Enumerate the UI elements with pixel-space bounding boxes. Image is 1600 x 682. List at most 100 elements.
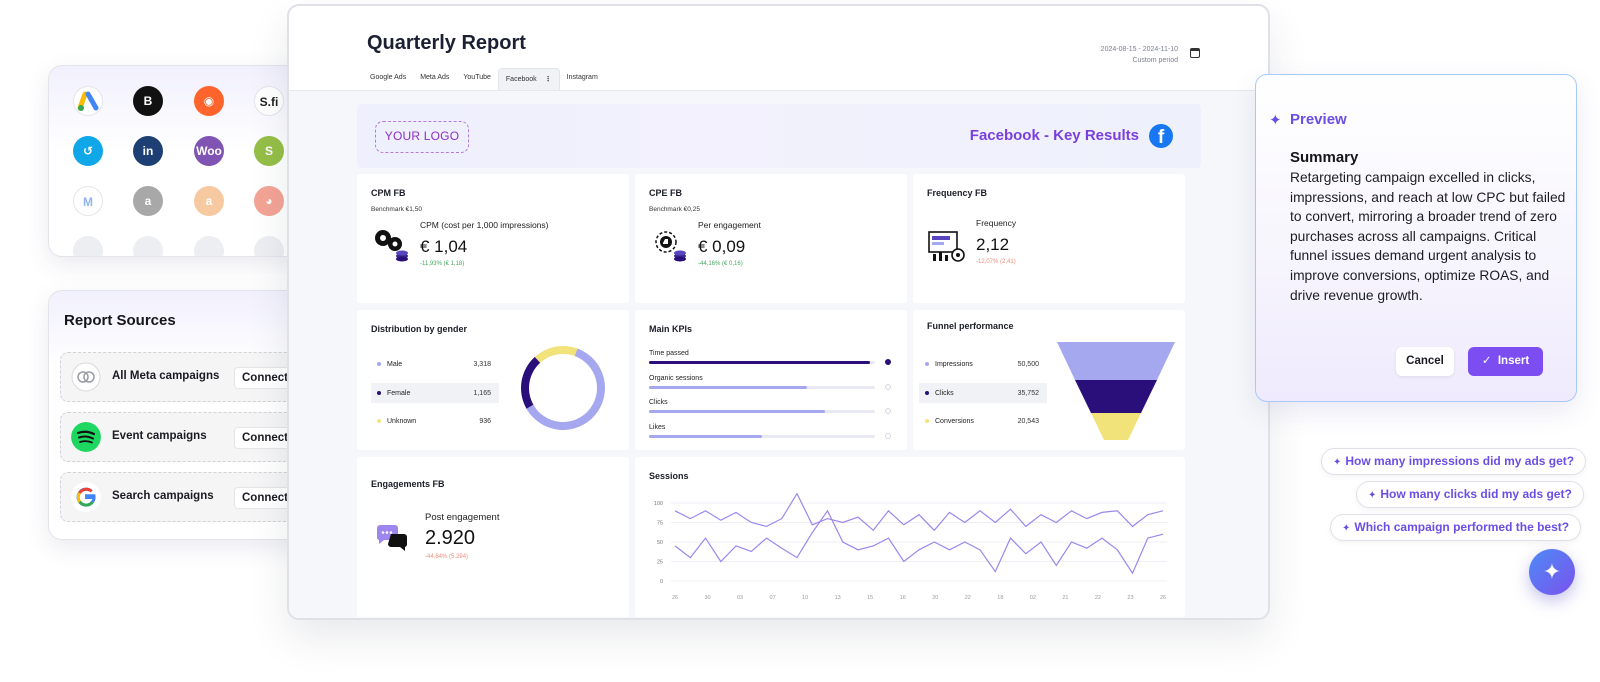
tab-meta-ads[interactable]: Meta Ads <box>413 68 456 90</box>
donut-slice-female <box>521 356 541 409</box>
amazon-icon[interactable]: a <box>133 186 163 216</box>
amazon-orange-icon[interactable]: a <box>194 186 224 216</box>
engagements-card: Engagements FB Post engagement 2.920 -44… <box>357 457 629 617</box>
kpi-progress-bar <box>649 410 875 413</box>
x-tick-label: 16 <box>900 595 906 601</box>
cancel-button[interactable]: Cancel <box>1396 347 1454 376</box>
benchmark-text: Benchmark €0,25 <box>649 206 700 213</box>
metric-value: € 1,04 <box>420 237 468 256</box>
legend-value: 20,543 <box>1017 417 1039 425</box>
sparkle-icon: ✦ <box>1333 457 1342 468</box>
legend-name: Unknown <box>387 417 417 425</box>
legend-dot <box>925 419 929 423</box>
seranking-icon[interactable]: S.fi <box>254 86 284 116</box>
kpi-label: Clicks <box>649 399 668 406</box>
tab-menu-icon[interactable]: ⋮ <box>544 76 552 83</box>
linkedin-ads-icon[interactable]: in <box>133 136 163 166</box>
x-tick-label: 07 <box>770 595 776 601</box>
source-row-search: Search campaigns Connect <box>60 472 306 522</box>
card-title: CPE FB <box>649 188 683 198</box>
status-dot-icon <box>885 432 891 439</box>
x-tick-label: 26 <box>1160 595 1166 601</box>
report-banner: YOUR LOGO Facebook - Key Results f <box>357 104 1201 168</box>
report-window: Quarterly Report 2024-08-15 - 2024-11-10… <box>287 4 1270 620</box>
metric-label: Frequency <box>976 218 1017 228</box>
tab-label: YouTube <box>463 74 491 81</box>
tab-youtube[interactable]: YouTube <box>456 68 498 90</box>
app-arrow-icon[interactable]: ↺ <box>73 136 103 166</box>
status-dot-icon <box>885 383 891 390</box>
connect-button[interactable]: Connect <box>234 487 296 509</box>
tab-instagram[interactable]: Instagram <box>560 68 605 90</box>
card-title: Funnel performance <box>927 321 1014 331</box>
tab-label: Meta Ads <box>420 74 450 81</box>
app-placeholder-icon <box>194 236 224 256</box>
kpi-progress-fill <box>649 410 826 413</box>
x-tick-label: 20 <box>932 595 938 601</box>
legend-value: 3,318 <box>473 360 491 368</box>
metric-change: -44,84% (5.294) <box>425 554 469 560</box>
sparkle-icon: ✦ <box>1542 559 1562 584</box>
calendar-icon[interactable] <box>1190 48 1200 58</box>
funnel-stage-impressions <box>1057 342 1175 380</box>
screen-eye-icon <box>928 231 965 262</box>
x-tick-label: 02 <box>1030 595 1036 601</box>
legend-name: Conversions <box>935 417 974 425</box>
sessions-line-chart: 100 75 50 25 0 26 30 03 07 10 13 15 16 20 22 18 02 21 22 23… <box>654 492 1167 601</box>
reddit-icon[interactable]: ◕ <box>254 186 284 216</box>
metric-change: -11,93% (€ 1,18) <box>420 261 465 267</box>
check-circle-icon <box>885 359 891 365</box>
insert-button[interactable]: ✓ Insert <box>1468 347 1543 376</box>
meta-icon[interactable]: M <box>73 186 103 216</box>
y-tick-label: 50 <box>657 540 663 546</box>
date-range-text: 2024-08-15 - 2024-11-10 <box>1100 46 1178 53</box>
funnel-stage-clicks <box>1075 380 1157 413</box>
legend-dot <box>377 362 381 366</box>
woocommerce-icon[interactable]: Woo <box>194 136 224 166</box>
connect-button[interactable]: Connect <box>234 367 296 389</box>
page-title: Quarterly Report <box>367 32 526 54</box>
y-tick-label: 75 <box>657 521 663 527</box>
google-ads-icon[interactable] <box>73 86 103 116</box>
suggested-question[interactable]: ✦ How many impressions did my ads get? <box>1321 448 1587 475</box>
series-line-1 <box>674 492 1164 532</box>
x-tick-label: 15 <box>867 595 873 601</box>
metric-value: € 0,09 <box>698 237 746 256</box>
facebook-icon: f <box>1149 124 1173 148</box>
logo-placeholder[interactable]: YOUR LOGO <box>375 121 469 153</box>
connect-button[interactable]: Connect <box>234 427 296 449</box>
period-label: Custom period <box>1132 57 1178 64</box>
cpm-card: CPM FB Benchmark €1,50 CPM (cost per 1,0… <box>357 174 629 303</box>
semrush-icon[interactable]: ◉ <box>194 86 224 116</box>
spotify-icon <box>71 422 101 452</box>
ai-assistant-button[interactable]: ✦ <box>1529 549 1575 595</box>
question-text: How many impressions did my ads get? <box>1345 454 1575 468</box>
shopify-icon[interactable]: S <box>254 136 284 166</box>
coins-icon <box>375 230 408 262</box>
source-name: All Meta campaigns <box>112 370 220 382</box>
bing-icon[interactable]: B <box>133 86 163 116</box>
legend-value: 1,165 <box>473 389 491 397</box>
x-tick-label: 22 <box>1095 595 1101 601</box>
cpe-card: CPE FB Benchmark €0,25 Per engagement € … <box>635 174 907 303</box>
funnel-chart <box>1057 342 1175 440</box>
banner-title: Facebook - Key Results <box>969 127 1139 144</box>
tab-facebook[interactable]: Facebook ⋮ <box>497 68 560 90</box>
suggested-question[interactable]: ✦ Which campaign performed the best? <box>1330 514 1582 541</box>
series-line-2 <box>674 509 1164 575</box>
suggested-question[interactable]: ✦ How many clicks did my ads get? <box>1356 481 1584 508</box>
metric-change: -12,07% (2,41) <box>976 259 1016 265</box>
chat-bubbles-icon <box>376 525 408 551</box>
legend-value: 50,500 <box>1017 360 1039 368</box>
tab-google-ads[interactable]: Google Ads <box>363 68 413 90</box>
legend-row: Unknown 936 <box>371 411 499 431</box>
metric-value: 2,12 <box>976 235 1010 254</box>
legend-row: Male 3,318 <box>371 354 499 374</box>
kpi-progress-fill <box>649 361 871 364</box>
benchmark-text: Benchmark €1,50 <box>371 206 422 213</box>
date-range-picker[interactable]: 2024-08-15 - 2024-11-10 Custom period <box>1101 44 1178 66</box>
gender-donut-chart <box>521 346 605 430</box>
question-text: Which campaign performed the best? <box>1354 520 1570 534</box>
legend-name: Clicks <box>935 389 954 397</box>
